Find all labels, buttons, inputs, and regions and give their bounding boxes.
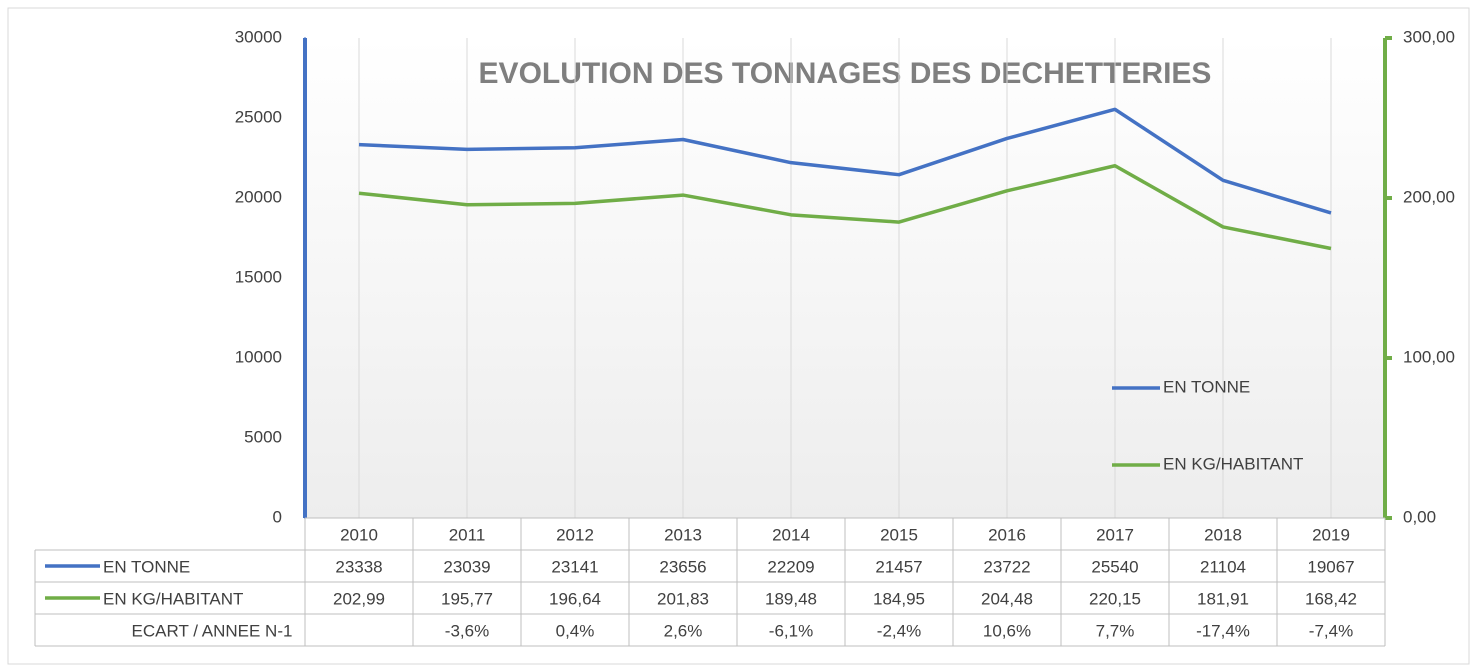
table-cell: 21104 (1200, 557, 1246, 576)
table-cell: 23338 (335, 557, 382, 576)
table-cell: -6,1% (769, 621, 813, 640)
y2-tick-label: 0,00 (1403, 507, 1436, 526)
table-cell: -7,4% (1309, 621, 1353, 640)
y-tick-label: 25000 (235, 107, 282, 126)
plot-area (305, 38, 1385, 518)
table-cell: 189,48 (765, 589, 817, 608)
table-cell: 2,6% (664, 621, 703, 640)
table-cell: 202,99 (333, 589, 385, 608)
series-line (358, 107, 1332, 215)
x-tick-label: 2016 (988, 525, 1026, 544)
x-tick-label: 2011 (449, 525, 486, 544)
table-cell: 19067 (1307, 557, 1354, 576)
table-cell: 10,6% (983, 621, 1031, 640)
table-cell: 21457 (875, 557, 922, 576)
table-cell: 220,15 (1089, 589, 1141, 608)
x-tick-label: 2018 (1204, 525, 1242, 544)
y2-tick-label: 300,00 (1403, 27, 1455, 46)
table-cell: -2,4% (877, 621, 921, 640)
table-cell: 196,64 (549, 589, 601, 608)
y-tick-label: 0 (273, 507, 282, 526)
table-cell: 22209 (767, 557, 814, 576)
y2-tick-label: 200,00 (1403, 187, 1455, 206)
y-tick-label: 5000 (244, 427, 282, 446)
y-tick-label: 10000 (235, 347, 282, 366)
table-cell: 204,48 (981, 589, 1033, 608)
table-cell: 23039 (443, 557, 490, 576)
table-row-label: ECART / ANNEE N-1 (132, 621, 293, 640)
table-cell: 195,77 (441, 589, 493, 608)
y-tick-label: 30000 (235, 27, 282, 46)
y-tick-label: 20000 (235, 187, 282, 206)
x-tick-label: 2013 (664, 525, 702, 544)
table-row-label: EN TONNE (103, 557, 190, 576)
table-cell: 181,91 (1197, 589, 1249, 608)
y-tick-label: 15000 (235, 267, 282, 286)
legend-label: EN TONNE (1163, 377, 1250, 396)
x-tick-label: 2015 (880, 525, 918, 544)
chart-title: EVOLUTION DES TONNAGES DES DECHETTERIES (479, 57, 1212, 90)
table-cell: 184,95 (873, 589, 925, 608)
table-cell: 23141 (551, 557, 598, 576)
legend-label: EN KG/HABITANT (1163, 454, 1303, 473)
table-cell: 0,4% (556, 621, 595, 640)
table-cell: 23722 (983, 557, 1030, 576)
x-tick-label: 2010 (340, 525, 378, 544)
x-tick-label: 2017 (1096, 525, 1134, 544)
series-line (358, 164, 1332, 251)
x-tick-label: 2019 (1312, 525, 1350, 544)
x-tick-label: 2014 (772, 525, 810, 544)
x-tick-label: 2012 (556, 525, 594, 544)
table-cell: -3,6% (445, 621, 489, 640)
table-cell: -17,4% (1196, 621, 1250, 640)
table-cell: 201,83 (657, 589, 709, 608)
table-cell: 25540 (1091, 557, 1138, 576)
table-cell: 7,7% (1096, 621, 1135, 640)
chart-border (7, 7, 1470, 665)
table-row-label: EN KG/HABITANT (103, 589, 243, 608)
y2-tick-label: 100,00 (1403, 347, 1455, 366)
table-cell: 23656 (659, 557, 706, 576)
table-cell: 168,42 (1305, 589, 1357, 608)
